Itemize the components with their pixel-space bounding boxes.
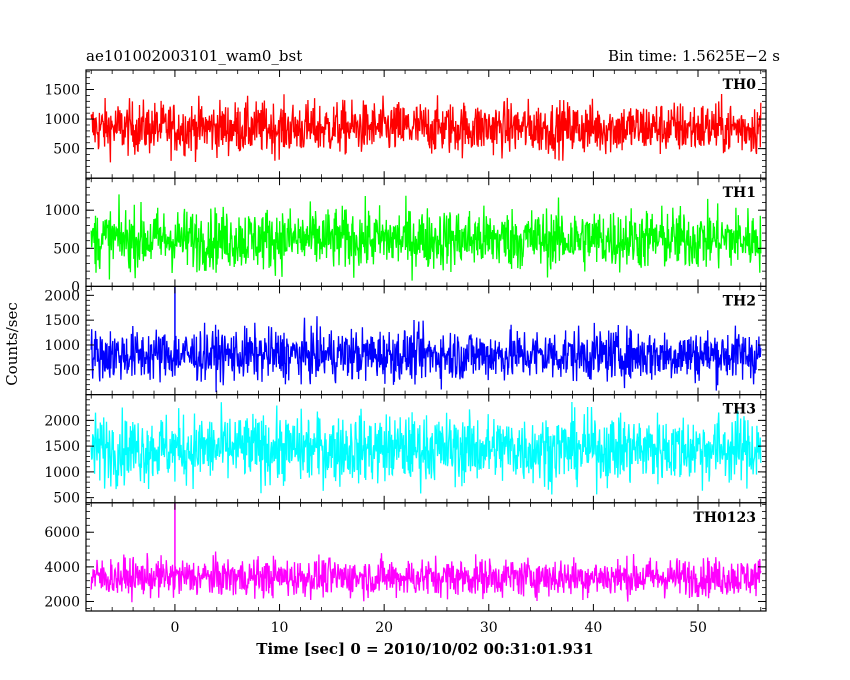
series-line-th0123	[90, 551, 762, 603]
panel-th0123: 2000 4000 6000 TH0123	[44, 502, 767, 612]
y-tick-label: 0	[71, 279, 80, 295]
series-line-th2	[90, 316, 762, 393]
x-tick-label: 40	[584, 620, 602, 636]
x-tick-label: 0	[170, 620, 179, 636]
y-tick-label: 1000	[44, 112, 80, 128]
panel-th3: 500 1000 1500 2000 TH3	[44, 394, 767, 507]
x-tick-label: 30	[480, 620, 498, 636]
panel-label-th3: TH3	[723, 402, 756, 418]
bin-time-label: Bin time: 1.5625E−2 s	[608, 47, 780, 65]
y-tick-label: 500	[53, 491, 80, 507]
y-tick-label: 1500	[44, 439, 80, 455]
y-tick-label: 1000	[44, 465, 80, 481]
y-tick-label: 500	[53, 241, 80, 257]
x-axis-label: Time [sec] 0 = 2010/10/02 00:31:01.931	[256, 640, 593, 658]
series-line-th3	[90, 401, 762, 495]
x-tick-label: 20	[375, 620, 393, 636]
y-tick-label: 500	[53, 142, 80, 158]
panel-label-th1: TH1	[723, 185, 756, 201]
figure-title: ae101002003101_wam0_bst	[86, 47, 302, 65]
y-tick-label: 1000	[44, 203, 80, 219]
series-line-th1	[90, 194, 762, 281]
y-axis-label: Counts/sec	[3, 302, 21, 386]
y-tick-label: 4000	[44, 560, 80, 576]
x-tick-label: 50	[689, 620, 707, 636]
panel-label-th0: TH0	[723, 77, 757, 93]
y-tick-label: 2000	[44, 288, 80, 304]
x-tick-label: 10	[271, 620, 289, 636]
series-line-th0	[90, 93, 762, 163]
y-tick-label: 1500	[44, 83, 80, 99]
y-tick-label: 2000	[44, 413, 80, 429]
y-tick-label: 2000	[44, 594, 80, 610]
y-tick-label: 6000	[44, 525, 80, 541]
y-tick-label: 1000	[44, 338, 80, 354]
panel-th2: 500 1000 1500 2000 TH2	[44, 285, 767, 396]
panel-label-th0123: TH0123	[693, 510, 756, 526]
panel-th0: 500 1000 1500 TH0	[44, 69, 767, 179]
x-axis: 0 10 20 30 40 50	[170, 620, 706, 636]
panels: 500 1000 1500 TH0 0 500 1000 TH1 500 1000 1500 2000…	[44, 69, 767, 612]
y-tick-label: 1500	[44, 313, 80, 329]
y-tick-label: 500	[53, 363, 80, 379]
panel-label-th2: TH2	[723, 293, 756, 309]
panel-th1: 0 500 1000 TH1	[44, 177, 767, 295]
